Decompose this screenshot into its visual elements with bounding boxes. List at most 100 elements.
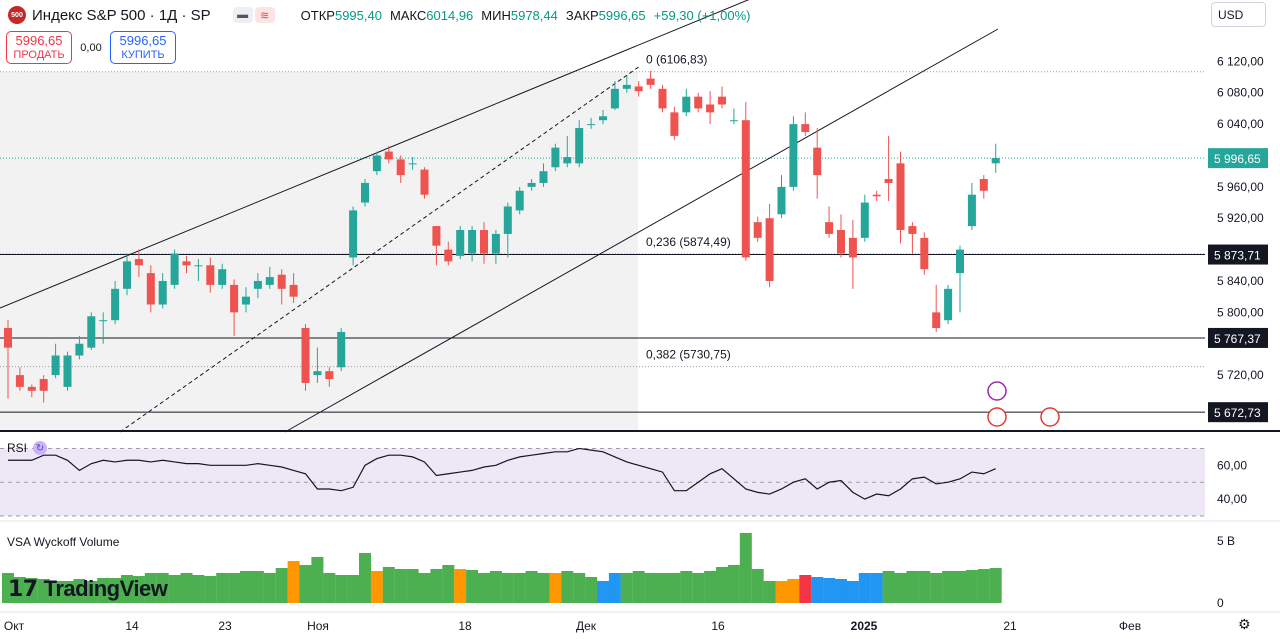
candle-body [515,190,524,211]
candle-body [551,147,560,168]
time-tick: 16 [711,619,725,633]
candle-body [575,128,584,164]
volume-bar [61,581,74,603]
volume-bar [418,573,431,603]
volume-bar [49,581,62,603]
candle-body [825,222,834,234]
candle-body [15,375,24,387]
volume-bar [954,571,966,603]
volume-bar [644,573,657,603]
candle-body [956,249,964,274]
candle-body [361,182,369,203]
hide-icon[interactable]: ▬ [232,7,253,23]
candle-body [884,179,893,183]
volume-bar [716,567,728,603]
candle-body [289,284,298,297]
volume-bar [882,571,895,603]
rsi-legend[interactable]: RSI ↻ [7,441,48,455]
sell-button[interactable]: 5996,65 ПРОДАТЬ [6,31,72,64]
tradingview-logo[interactable]: 𝟭𝟳 TradingView [8,576,168,602]
volume-tick: 0 [1217,596,1224,610]
volume-bar [787,579,800,603]
volume-bar [454,569,467,603]
volume-bar [406,569,419,603]
buy-price: 5996,65 [119,32,167,48]
sp500-logo-icon: 500 [8,6,26,24]
buy-button[interactable]: 5996,65 КУПИТЬ [110,31,176,64]
time-tick: 14 [125,619,139,633]
volume-bar [811,577,824,603]
candle-body [896,163,905,230]
volume-bar [442,565,455,603]
volume-bar [2,573,14,603]
volume-bar [930,573,943,603]
settings-gear-icon[interactable]: ⚙ [1238,616,1251,632]
candle-body [75,343,84,356]
candle-body [39,379,48,391]
volume-bar [25,578,38,603]
candle-body [658,88,667,109]
candle-body [218,269,227,285]
currency-select[interactable]: USD [1211,2,1266,27]
price-tick: 5 920,00 [1217,211,1264,225]
candle-body [860,202,869,238]
volume-bar [370,571,383,603]
volume-bar [394,569,407,603]
lightning-icon [987,381,1007,401]
candle-body [230,284,239,313]
volume-bar [430,569,443,603]
volume-bar [263,573,276,603]
us-flag-icon [1040,407,1060,427]
volume-bar [359,553,371,603]
candle-body [848,237,857,258]
volume-bar [121,575,133,603]
volume-bar [894,573,907,603]
candle-body [872,194,881,197]
candle-body [123,261,131,289]
volume-bar [323,573,336,603]
wave-icon[interactable]: ≋ [254,7,275,23]
volume-bar [251,571,264,603]
rsi-tick: 40,00 [1217,492,1247,506]
level-tag [1208,244,1268,265]
volume-bar [620,573,633,603]
candle-body [801,124,810,132]
volume-bar [989,568,1002,603]
fib-label: 0,236 (5874,49) [646,235,731,249]
candle-body [468,230,477,254]
ohlc-label: МИН [481,7,511,23]
vsa-label: VSA Wyckoff Volume [7,535,120,549]
volume-bar [656,573,669,603]
candle-body [408,163,417,165]
ohlc-value: +59,30 (+1,00%) [653,7,751,23]
candle-body [63,355,72,387]
volume-tick: 5 B [1217,534,1235,548]
sell-label: ПРОДАТЬ [13,48,65,61]
candle-body [313,371,322,376]
time-tick: 23 [218,619,232,633]
candle-body [741,120,750,258]
us-flag-icon [987,407,1007,427]
trade-panel: 5996,65 ПРОДАТЬ 0,00 5996,65 КУПИТЬ [6,31,176,64]
ohlc-value: 5995,40 [334,7,382,23]
refresh-icon[interactable]: ↻ [33,441,48,455]
volume-bar [727,565,740,603]
candle-body [444,249,453,262]
volume-bar [97,578,110,603]
candle-body [182,261,191,266]
symbol-title[interactable]: Индекс S&P 500 · 1Д · SP [32,6,211,24]
candle-body [646,78,655,85]
volume-bar [466,570,479,603]
price-tick: 5 720,00 [1217,368,1264,382]
volume-bar [775,581,788,603]
candle-body [253,280,262,289]
volume-bar [573,573,586,603]
volume-bar [977,569,990,603]
volume-bar [13,577,26,603]
vsa-legend[interactable]: VSA Wyckoff Volume [7,535,119,549]
volume-bar [537,573,550,603]
volume-bar [858,573,871,603]
volume-bar [561,571,574,603]
volume-bar [180,573,193,603]
